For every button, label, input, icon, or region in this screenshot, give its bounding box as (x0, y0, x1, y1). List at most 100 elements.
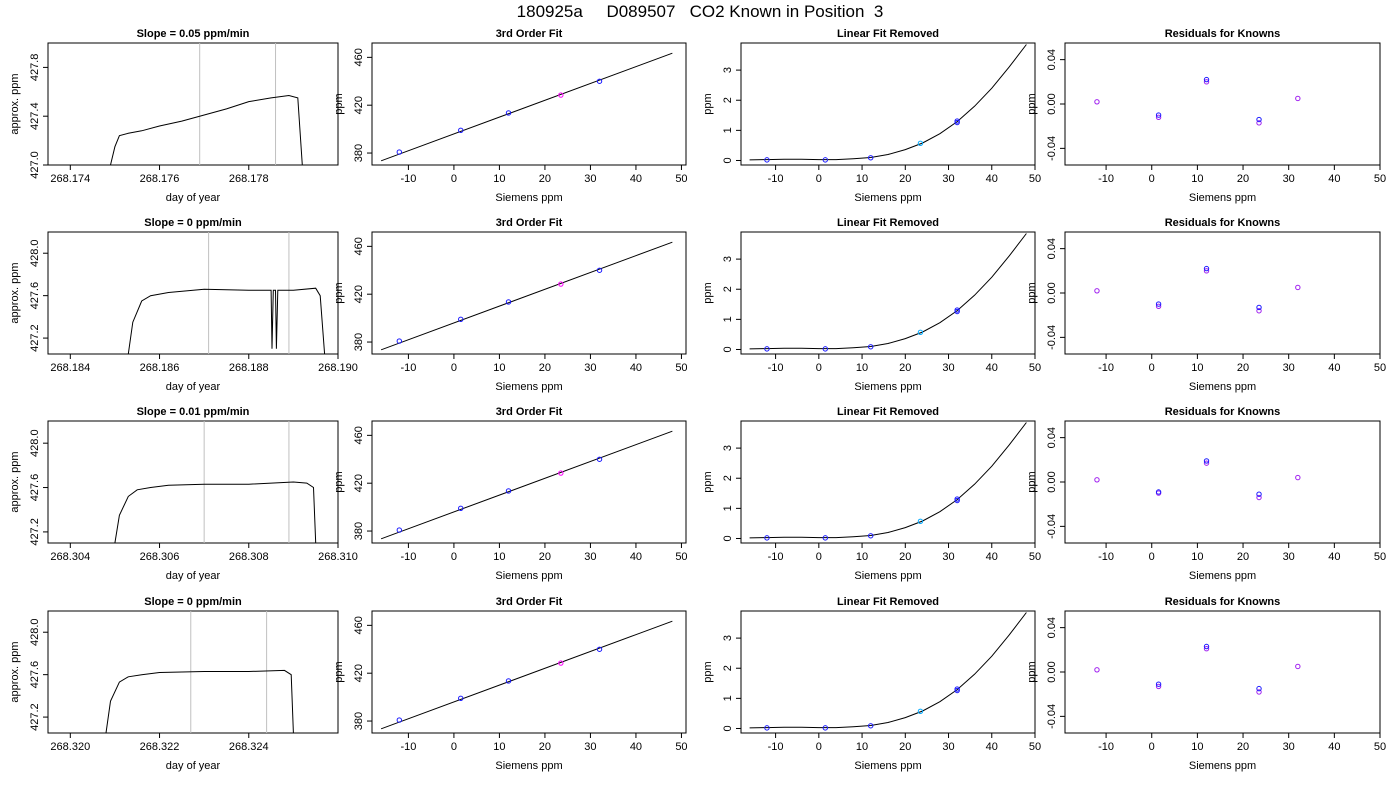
x-axis-label: Siemens ppm (495, 381, 562, 393)
x-tick-label: 30 (1283, 551, 1295, 563)
x-tick-label: 10 (856, 551, 868, 563)
x-tick-label: 40 (986, 741, 998, 753)
x-tick-label: 0 (1149, 741, 1155, 753)
data-point (1203, 268, 1210, 274)
plot-area (380, 241, 673, 351)
plot-frame (47, 610, 339, 734)
series-line (114, 481, 317, 543)
x-tick-label: 30 (584, 551, 596, 563)
plot-frame (47, 42, 339, 166)
y-tick-label: 428.0 (29, 239, 41, 267)
y-axis-label: ppm (333, 282, 345, 303)
data-point (917, 708, 924, 715)
data-point (1094, 667, 1100, 673)
fit-curve (749, 612, 1027, 729)
x-axis-label: day of year (166, 192, 221, 204)
x-axis-label: Siemens ppm (495, 570, 562, 582)
x-tick-label: 10 (493, 551, 505, 563)
data-point (868, 344, 874, 350)
chart-panel-2-4: Residuals for Knowns -10 0 10 20 30 40 50 -0.04 0… (1026, 217, 1386, 393)
plot-area (749, 612, 1027, 731)
plot-area (749, 233, 1027, 352)
x-axis-label: Siemens ppm (1189, 570, 1256, 582)
x-tick-label: 40 (986, 551, 998, 563)
data-point (1256, 689, 1262, 695)
x-tick-label: 50 (1374, 362, 1386, 374)
data-point (868, 155, 874, 161)
chart-title: Residuals for Knowns (1165, 28, 1281, 40)
y-axis-label: ppm (333, 661, 345, 682)
x-axis-label: Siemens ppm (854, 570, 921, 582)
x-tick-label: -10 (400, 551, 416, 563)
x-tick-label: 10 (1191, 362, 1203, 374)
x-tick-label: 10 (493, 362, 505, 374)
y-tick-label: 0.00 (1046, 282, 1058, 303)
y-tick-label: 427.2 (29, 324, 41, 352)
data-point (1295, 474, 1301, 481)
chart-title: Residuals for Knowns (1165, 596, 1281, 608)
y-tick-label: 427.0 (29, 151, 41, 179)
y-tick-label: -0.04 (1046, 136, 1058, 161)
x-tick-label: 50 (1374, 741, 1386, 753)
chart-panel-4-1: Slope = 0 ppm/min 268.320 268.322 268.324 42… (9, 596, 339, 772)
data-point (1203, 458, 1210, 464)
plot-area (1094, 76, 1301, 126)
data-point (458, 505, 464, 512)
data-point (458, 127, 464, 134)
y-tick-label: 2 (722, 475, 734, 481)
plot-area (1094, 265, 1301, 314)
data-point (1256, 685, 1262, 692)
x-tick-label: 30 (1283, 173, 1295, 185)
y-tick-label: 2 (722, 665, 734, 671)
y-tick-label: 427.6 (29, 282, 41, 310)
chart-panel-3-4: Residuals for Knowns -10 0 10 20 30 40 50 -0.04 0… (1026, 406, 1386, 582)
data-point (458, 316, 464, 323)
y-axis-label: approx. ppm (9, 451, 21, 512)
page-title: 180925a D089507 CO2 Known in Position 3 (516, 2, 884, 21)
x-tick-label: -10 (768, 362, 784, 374)
data-point (764, 346, 770, 352)
y-tick-label: 0.04 (1046, 617, 1058, 638)
x-tick-label: 268.190 (318, 362, 358, 374)
x-tick-label: -10 (1098, 741, 1114, 753)
x-tick-label: 10 (1191, 173, 1203, 185)
chart-panel-1-2: 3rd Order Fit -10 0 10 20 30 40 50 380 420 460 Siem… (333, 28, 688, 204)
plot-area (1094, 643, 1301, 695)
x-tick-label: 268.308 (229, 551, 269, 563)
data-point (1203, 265, 1210, 272)
plot-area (380, 430, 673, 540)
chart-panel-1-4: Residuals for Knowns -10 0 10 20 30 40 50 -0.04 0… (1026, 28, 1386, 204)
y-tick-label: 428.0 (29, 618, 41, 646)
y-tick-label: 2 (722, 286, 734, 292)
data-point (1155, 683, 1162, 690)
y-tick-label: 420 (353, 664, 365, 682)
x-axis-label: Siemens ppm (854, 760, 921, 772)
x-tick-label: 10 (856, 741, 868, 753)
chart-panel-4-3: Linear Fit Removed -10 0 10 20 30 40 50 0 1 2 3 Siem… (702, 596, 1041, 772)
chart-panel-4-2: 3rd Order Fit -10 0 10 20 30 40 50 380 420 460 Siem… (333, 596, 688, 772)
x-tick-label: 40 (986, 173, 998, 185)
plot-frame (47, 420, 339, 544)
series-line (127, 287, 326, 354)
x-tick-label: 40 (1328, 551, 1340, 563)
chart-title: 3rd Order Fit (496, 28, 563, 40)
y-axis-label: ppm (1026, 93, 1038, 114)
chart-panel-3-2: 3rd Order Fit -10 0 10 20 30 40 50 380 420 460 Siem… (333, 406, 688, 582)
x-tick-label: 268.310 (318, 551, 358, 563)
x-tick-label: 268.178 (229, 173, 269, 185)
data-point (1155, 112, 1162, 118)
data-point (1256, 494, 1262, 501)
y-axis-label: ppm (333, 471, 345, 492)
x-tick-label: 20 (899, 741, 911, 753)
y-tick-label: 3 (722, 256, 734, 262)
x-tick-label: 0 (816, 362, 822, 374)
data-point (396, 149, 403, 155)
x-tick-label: 30 (1283, 362, 1295, 374)
chart-panel-4-4: Residuals for Knowns -10 0 10 20 30 40 50 -0.04 0… (1026, 596, 1386, 772)
x-tick-label: 20 (539, 551, 551, 563)
x-axis-label: Siemens ppm (854, 381, 921, 393)
plot-frame (1064, 42, 1381, 166)
x-tick-label: 30 (584, 741, 596, 753)
x-tick-label: 20 (1237, 741, 1249, 753)
x-tick-label: 268.306 (140, 551, 180, 563)
